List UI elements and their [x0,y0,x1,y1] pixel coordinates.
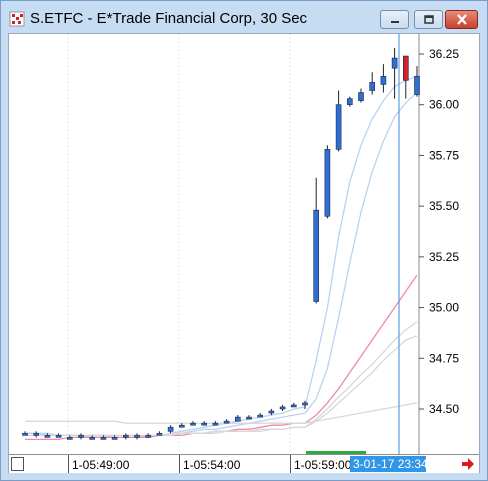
candle-body [313,209,320,302]
candle-body [324,149,331,217]
candle-body [268,410,275,414]
candle-body [66,437,73,440]
candle-body [279,406,286,410]
price-label: 35.00 [429,301,459,315]
candle-body [380,76,387,85]
price-label: 36.25 [429,47,459,61]
current-time-label: 3-01-17 23:34:00 [350,456,444,472]
candle-body [335,104,342,150]
candle-body [179,424,185,428]
close-button[interactable] [445,10,478,29]
candle-body [201,422,207,426]
volume-strip [306,451,366,454]
candle-body [346,98,353,106]
candle-body [223,420,230,424]
window-title: S.ETFC - E*Trade Financial Corp, 30 Sec [30,10,308,27]
time-axis[interactable]: 1-05:49:00 1-05:54:00 1-05:59:00 3-01-17… [9,454,479,473]
candle-body [302,402,308,406]
time-tick [179,455,180,473]
chart-background [9,34,479,454]
candle-body [290,404,297,408]
time-tick [68,455,69,473]
candle-body [55,435,62,438]
candle-body [100,437,107,440]
candle-body [145,435,151,438]
candle-body [123,435,129,438]
price-label: 34.75 [429,351,459,365]
candle-body [134,435,140,438]
candle-body [414,76,420,95]
close-icon [456,14,467,25]
maximize-button[interactable] [414,10,443,29]
candle-body [78,435,84,438]
candle-body [89,437,95,440]
app-icon [9,11,25,27]
time-label: 1-05:49:00 [72,458,130,472]
arrow-right-icon[interactable] [461,457,475,471]
candle-body [358,92,364,101]
candle-body [33,433,40,436]
candle-body [190,422,196,426]
candle-body [246,416,252,420]
candle-body [22,433,28,436]
time-label: 1-05:54:00 [183,458,241,472]
time-tick [290,455,291,473]
price-label: 36.00 [429,98,459,112]
candle-body [257,414,263,418]
scroll-box[interactable] [11,457,24,471]
candle-body [391,57,398,69]
candle-body [44,435,51,438]
candle-body [156,433,163,436]
candle-body [235,416,241,422]
candle-body [212,422,219,426]
moving-average-line [25,402,418,424]
price-label: 35.25 [429,250,459,264]
candle-body [167,426,174,432]
price-label: 34.50 [429,402,459,416]
title-bar[interactable]: S.ETFC - E*Trade Financial Corp, 30 Sec [1,1,487,33]
minimize-icon [390,20,399,23]
time-label: 1-05:59:00 [294,458,352,472]
price-label: 35.50 [429,199,459,213]
minimize-button[interactable] [380,10,409,29]
chart-area[interactable]: 36.25 36.00 35.75 35.50 35.25 35.00 34.75 34.50… [8,33,480,473]
price-label: 35.75 [429,148,459,162]
moving-average-line [25,321,418,437]
maximize-icon [423,14,434,24]
candle-body [369,82,376,91]
price-chart[interactable]: 36.25 36.00 35.75 35.50 35.25 35.00 34.75 34.50 [9,34,479,454]
candle-body [111,437,118,440]
candle-body [402,55,409,81]
